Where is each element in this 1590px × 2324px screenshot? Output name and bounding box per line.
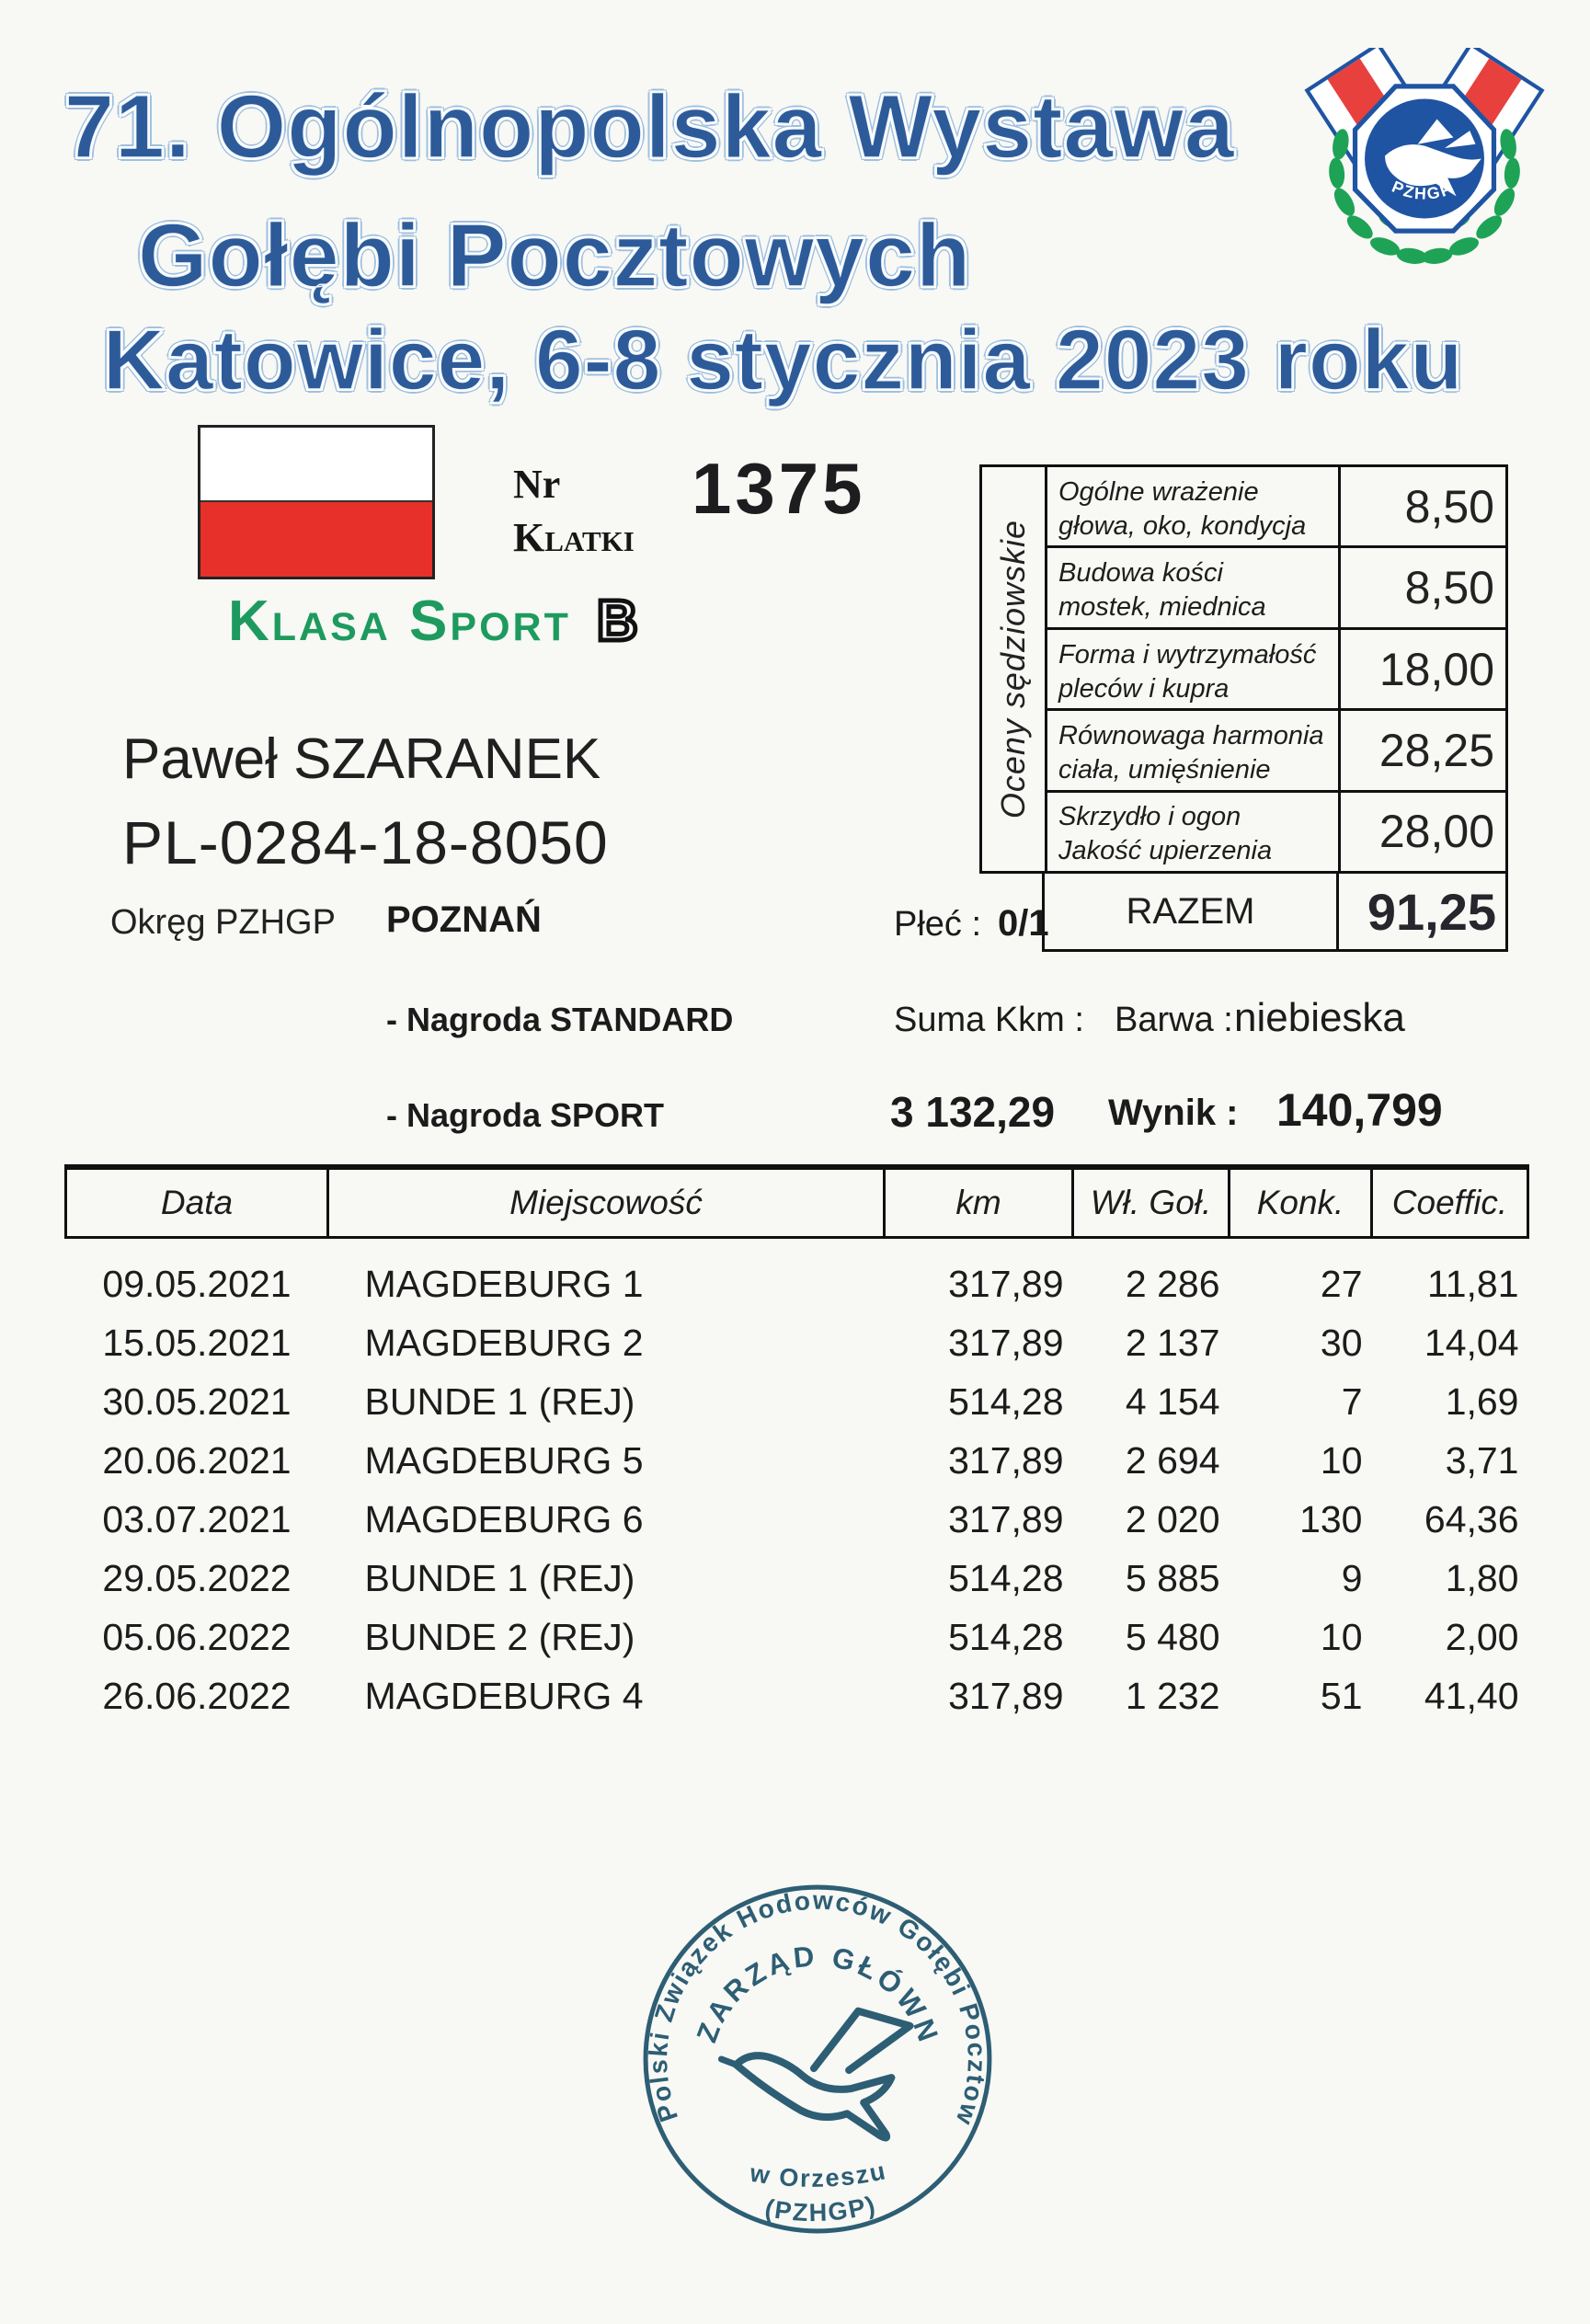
score-total-value: 91,25 (1336, 874, 1505, 949)
stamp-abbr-text: (PZHGP) (762, 2190, 879, 2227)
district-value: POZNAŃ (386, 899, 542, 940)
header-wl-gol: Wł. Goł. (1071, 1164, 1230, 1239)
flag-red-stripe (200, 500, 432, 577)
color-label: Barwa : (1115, 1001, 1233, 1039)
owner-name: Paweł SZARANEK (122, 727, 601, 791)
score-row: Równowaga harmonia ciała, umięśnienie 28,… (1047, 708, 1505, 790)
award-standard: - Nagroda STANDARD (386, 1001, 734, 1038)
class-line: Klasa Sport B (228, 588, 641, 656)
suma-kkm-label: Suma Kkm : (894, 1001, 1084, 1039)
score-value: 28,25 (1338, 711, 1505, 790)
cage-number-label: Nr Klatki (513, 458, 635, 565)
page-title-line1: 71. Ogólnopolska Wystawa (63, 75, 1235, 177)
stamp-outer-circle (643, 1884, 992, 2234)
result-label: Wynik : (1108, 1093, 1239, 1133)
page-title-line2: Gołębi Pocztowych (137, 204, 972, 306)
result-value: 140,799 (1276, 1084, 1443, 1136)
poland-flag-icon (198, 425, 435, 579)
score-total-row: RAZEM 91,25 (1042, 871, 1508, 952)
score-value: 8,50 (1338, 467, 1505, 546)
score-row: Ogólne wrażenie głowa, oko, kondycja 8,50 (1047, 467, 1505, 546)
ring-number: PL-0284-18-8050 (122, 808, 609, 876)
header-konk: Konk. (1228, 1164, 1373, 1239)
table-row: 15.05.2021 MAGDEBURG 2 317,89 2 137 30 1… (102, 1321, 1519, 1364)
cage-number-value: 1375 (692, 448, 866, 529)
judge-score-vertical-label: Oceny sędziowskie (982, 467, 1047, 871)
stamp-outer-text: Polski Związek Hodowców Gołębi Pocztowyc… (633, 1874, 991, 2130)
stamp-city-text: w Orzeszu (748, 2156, 889, 2192)
table-row: 05.06.2022 BUNDE 2 (REJ) 514,28 5 480 10… (102, 1615, 1519, 1658)
pzhgp-logo: PZHGP (1304, 48, 1545, 264)
table-row: 20.06.2021 MAGDEBURG 5 317,89 2 694 10 3… (102, 1438, 1519, 1482)
table-row: 03.07.2021 MAGDEBURG 6 317,89 2 020 130 … (102, 1497, 1519, 1540)
score-row: Budowa kości mostek, miednica 8,50 (1047, 545, 1505, 627)
score-value: 8,50 (1338, 548, 1505, 627)
class-letter: B (594, 588, 641, 656)
header-km: km (883, 1164, 1074, 1239)
cage-label-nr: Nr (513, 462, 561, 507)
table-row: 30.05.2021 BUNDE 1 (REJ) 514,28 4 154 7 … (102, 1380, 1519, 1423)
award-sport: - Nagroda SPORT (386, 1096, 665, 1134)
score-total-label: RAZEM (1126, 890, 1255, 932)
pzhgp-round-stamp: Polski Związek Hodowców Gołębi Pocztowyc… (633, 1874, 992, 2234)
header-data: Data (64, 1164, 329, 1239)
judge-score-table: Oceny sędziowskie Ogólne wrażenie głowa, … (979, 464, 1508, 874)
stamp-dove-icon (717, 2007, 914, 2142)
page-title-line3: Katowice, 6-8 stycznia 2023 roku (102, 311, 1464, 408)
score-row: Skrzydło i ogon Jakość upierzenia 28,00 (1047, 789, 1505, 872)
district-label: Okręg PZHGP (110, 903, 336, 942)
score-row: Forma i wytrzymałość pleców i kupra 18,00 (1047, 626, 1505, 709)
flight-results-table: Data Miejscowość km Wł. Goł. Konk. Coeff… (64, 1164, 1529, 1725)
class-label: Klasa Sport (228, 590, 571, 653)
table-row: 29.05.2022 BUNDE 1 (REJ) 514,28 5 885 9 … (102, 1556, 1519, 1599)
score-value: 28,00 (1338, 792, 1505, 872)
color-value: niebieska (1234, 995, 1405, 1040)
logo-dove-icon (1385, 119, 1481, 197)
suma-kkm-value: 3 132,29 (890, 1088, 1056, 1136)
header-coeffic: Coeffic. (1370, 1164, 1529, 1239)
score-value: 18,00 (1338, 629, 1505, 709)
table-row: 09.05.2021 MAGDEBURG 1 317,89 2 286 27 1… (102, 1262, 1519, 1305)
cage-label-klatki: Klatki (513, 515, 635, 560)
header-miejscowosc: Miejscowość (326, 1164, 886, 1239)
sex-value: 0/1 (998, 903, 1049, 944)
results-header-row: Data Miejscowość km Wł. Goł. Konk. Coeff… (64, 1164, 1529, 1239)
sex-line: Płeć :0/1 (894, 903, 1049, 944)
table-row: 26.06.2022 MAGDEBURG 4 317,89 1 232 51 4… (102, 1674, 1519, 1717)
